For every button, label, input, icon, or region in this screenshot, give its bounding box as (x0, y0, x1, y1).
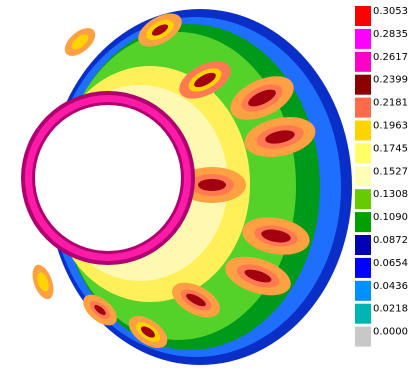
legend-label: 0.0218 (373, 304, 408, 315)
lobe-7 (225, 256, 291, 296)
lobe-4 (244, 116, 316, 158)
legend-swatch (355, 326, 371, 347)
legend-label: 0.0436 (373, 281, 408, 292)
legend-swatch (355, 189, 371, 210)
legend-entry: 0.2617 (355, 51, 408, 72)
legend-entry: 0.1308 (355, 189, 408, 210)
legend-swatch (355, 280, 371, 301)
legend-swatch (355, 143, 371, 164)
legend-entry: 0.1090 (355, 212, 408, 233)
color-legend: 0.3053 0.2835 0.2617 0.2399 0.2181 0.1963 0.17… (355, 6, 408, 347)
center-hole (35, 105, 181, 251)
legend-label: 0.0000 (373, 327, 408, 338)
legend-swatch (355, 212, 371, 233)
lobe-2 (179, 61, 231, 99)
lobe-10 (83, 294, 117, 326)
legend-entry: 0.2181 (355, 97, 408, 118)
legend-entry: 0.3053 (355, 6, 408, 26)
legend-label: 0.0872 (373, 235, 408, 246)
legend-entry: 0.1963 (355, 120, 408, 141)
legend-label: 0.2399 (373, 75, 408, 86)
legend-label: 0.3053 (373, 6, 408, 17)
legend-label: 0.1527 (373, 166, 408, 177)
legend-swatch (355, 51, 371, 72)
legend-entry: 0.0000 (355, 326, 408, 347)
legend-label: 0.1963 (373, 121, 408, 132)
legend-label: 0.2181 (373, 98, 408, 109)
legend-swatch (355, 120, 371, 141)
legend-entry: 0.1527 (355, 166, 408, 187)
legend-swatch (355, 28, 371, 49)
legend-swatch (355, 74, 371, 95)
lobe-5 (178, 167, 246, 203)
lobe-11 (64, 28, 96, 56)
legend-entry: 0.2835 (355, 28, 408, 49)
legend-swatch (355, 235, 371, 255)
lobe-9 (128, 316, 168, 348)
legend-entry: 0.0436 (355, 280, 408, 301)
legend-entry: 0.0872 (355, 235, 408, 255)
legend-label: 0.1308 (373, 189, 408, 200)
legend-entry: 0.0654 (355, 257, 408, 278)
contour-plot (21, 9, 352, 365)
lobe-6 (242, 217, 310, 255)
legend-swatch (355, 6, 371, 26)
legend-swatch (355, 166, 371, 187)
lobes (32, 13, 316, 348)
legend-label: 0.2617 (373, 52, 408, 63)
lobe-1 (138, 13, 182, 47)
legend-entry: 0.2399 (355, 74, 408, 95)
legend-entry: 0.1745 (355, 143, 408, 164)
legend-label: 0.0654 (373, 258, 408, 269)
legend-label: 0.1090 (373, 212, 408, 223)
lobe-8 (172, 282, 220, 318)
lobe-3 (230, 76, 294, 120)
legend-swatch (355, 303, 371, 324)
legend-entry: 0.0218 (355, 303, 408, 324)
legend-label: 0.1745 (373, 143, 408, 154)
legend-swatch (355, 97, 371, 118)
legend-swatch (355, 257, 371, 278)
legend-label: 0.2835 (373, 29, 408, 40)
lobe-12 (32, 264, 54, 300)
